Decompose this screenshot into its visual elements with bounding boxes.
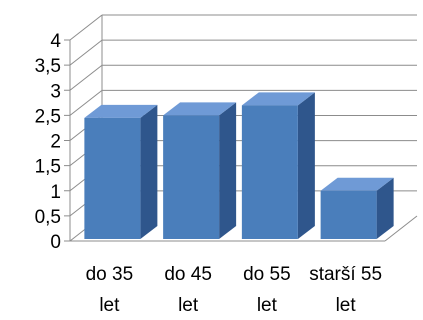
bar-top-face	[84, 104, 158, 118]
chart-bars	[84, 92, 394, 239]
y-tick-label: 4	[50, 31, 61, 52]
category-label-line2: let	[257, 295, 278, 316]
bar-top-face	[320, 177, 394, 191]
y-tick-label: 1,5	[35, 157, 61, 178]
category-label-line2: let	[99, 295, 120, 316]
y-tick-label: 2,5	[35, 106, 61, 127]
bar-side-face	[297, 92, 315, 239]
category-label-line1: do 45	[164, 264, 212, 285]
y-tick-label: 1	[50, 182, 61, 203]
bar	[163, 102, 237, 239]
y-axis-tick-labels: 0 0,5 1 1,5 2 2,5 3 3,5 4	[35, 31, 62, 253]
category-label-line2: let	[178, 295, 199, 316]
bar-front-face	[320, 190, 377, 239]
bar	[320, 177, 394, 239]
side-wall-gridline	[69, 39, 103, 66]
bar-front-face	[163, 115, 220, 239]
category-label-line1: starší 55	[309, 264, 382, 285]
y-tick-label: 0,5	[35, 207, 61, 228]
category-label-line1: do 35	[86, 264, 134, 285]
bar	[241, 92, 315, 239]
y-tick-label: 0	[50, 232, 61, 253]
bar-top-face	[241, 92, 315, 106]
y-tick-label: 2	[50, 132, 61, 153]
side-wall-gridline	[69, 14, 103, 41]
bar-front-face	[84, 117, 141, 239]
bar-side-face	[376, 177, 394, 239]
bar-top-face	[163, 102, 237, 116]
floor-right-edge	[384, 215, 418, 242]
category-label-line1: do 55	[243, 264, 291, 285]
bar-front-face	[241, 105, 298, 239]
bar	[84, 104, 158, 239]
category-label-line2: let	[336, 295, 357, 316]
side-wall-gridline	[69, 89, 103, 116]
y-tick-label: 3,5	[35, 56, 61, 77]
side-wall-gridline	[69, 64, 103, 91]
y-tick-label: 3	[50, 81, 61, 102]
bar-side-face	[140, 104, 158, 239]
bar-side-face	[219, 102, 237, 239]
x-axis-category-labels: do 35 let do 45 let do 55 let starší 55 let	[86, 264, 382, 316]
